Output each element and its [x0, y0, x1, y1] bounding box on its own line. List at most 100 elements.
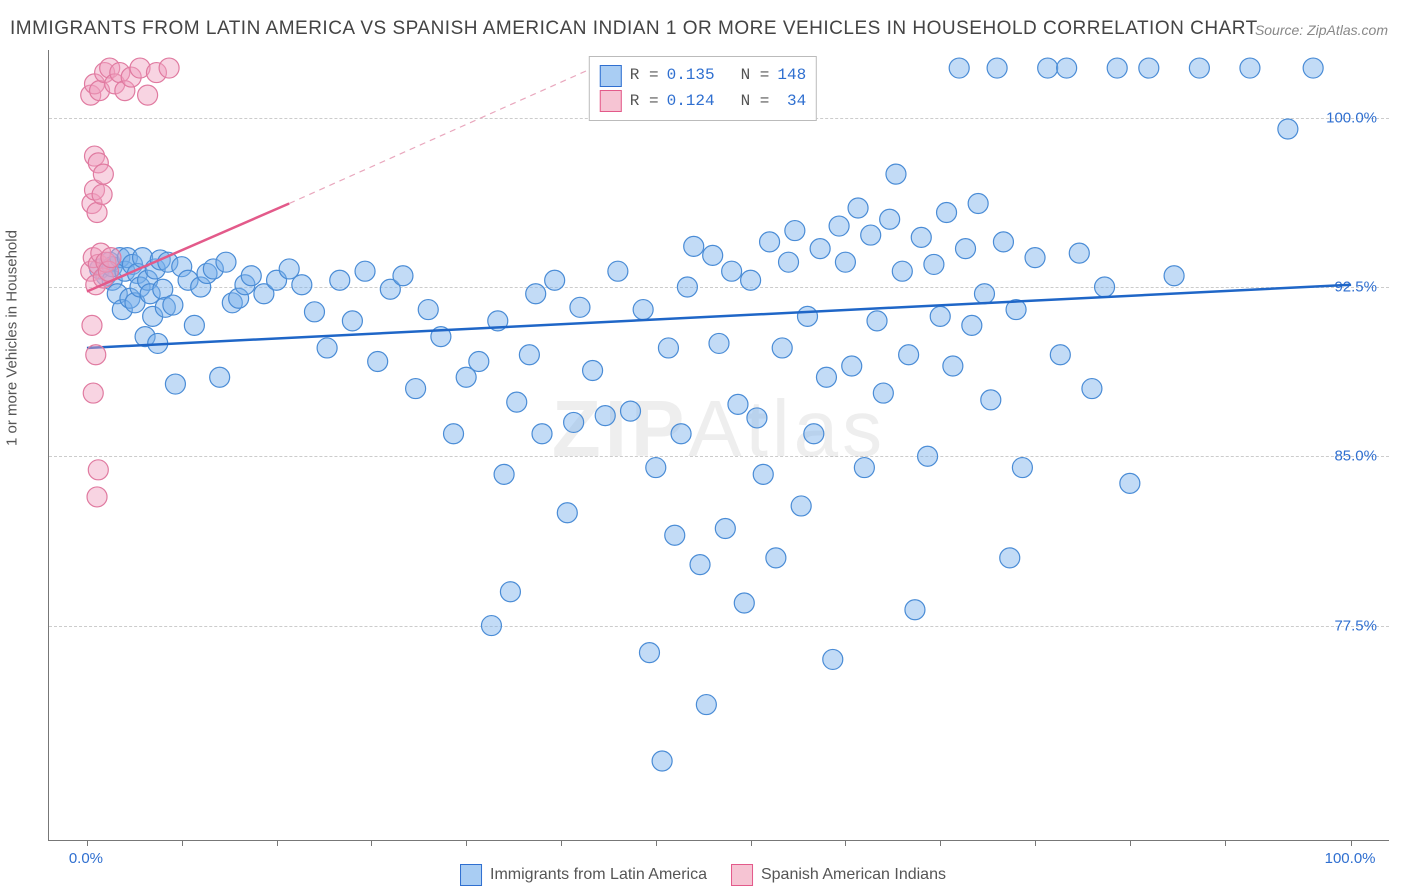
data-point-blue	[937, 203, 957, 223]
legend-stats-row: R =0.135N =148	[600, 63, 806, 89]
legend-n-value: 34	[777, 89, 806, 115]
legend-r-value: 0.124	[667, 89, 715, 115]
data-point-blue	[905, 600, 925, 620]
data-point-pink	[87, 203, 107, 223]
data-point-blue	[1189, 58, 1209, 78]
x-tick-mark	[656, 840, 657, 846]
data-point-blue	[779, 252, 799, 272]
data-point-blue	[873, 383, 893, 403]
data-point-blue	[987, 58, 1007, 78]
legend-r-label: R =	[630, 89, 659, 115]
data-point-blue	[418, 300, 438, 320]
data-point-blue	[545, 270, 565, 290]
legend-swatch	[731, 864, 753, 886]
data-point-blue	[867, 311, 887, 331]
data-point-blue	[1139, 58, 1159, 78]
data-point-blue	[330, 270, 350, 290]
legend-series-item: Immigrants from Latin America	[460, 864, 707, 886]
data-point-blue	[993, 232, 1013, 252]
data-point-blue	[823, 649, 843, 669]
data-point-blue	[570, 297, 590, 317]
data-point-blue	[722, 261, 742, 281]
x-tick-mark	[1130, 840, 1131, 846]
data-point-blue	[557, 503, 577, 523]
data-point-blue	[715, 519, 735, 539]
data-point-blue	[481, 616, 501, 636]
data-point-blue	[842, 356, 862, 376]
data-point-blue	[703, 245, 723, 265]
data-point-blue	[772, 338, 792, 358]
legend-swatch	[460, 864, 482, 886]
trend-line-dashed-pink	[289, 68, 592, 203]
data-point-blue	[741, 270, 761, 290]
data-point-blue	[500, 582, 520, 602]
data-point-blue	[368, 351, 388, 371]
data-point-blue	[785, 221, 805, 241]
legend-n-label: N =	[741, 63, 770, 89]
data-point-blue	[943, 356, 963, 376]
legend-n-value: 148	[777, 63, 806, 89]
data-point-blue	[753, 464, 773, 484]
x-tick-mark	[277, 840, 278, 846]
data-point-blue	[564, 412, 584, 432]
data-point-blue	[1025, 248, 1045, 268]
x-tick-mark	[87, 840, 88, 846]
x-tick-mark	[940, 840, 941, 846]
data-point-blue	[633, 300, 653, 320]
x-tick-mark	[466, 840, 467, 846]
data-point-pink	[101, 248, 121, 268]
data-point-blue	[962, 315, 982, 335]
legend-series: Immigrants from Latin America Spanish Ame…	[460, 864, 946, 886]
x-tick-mark	[371, 840, 372, 846]
data-point-blue	[406, 379, 426, 399]
data-point-blue	[760, 232, 780, 252]
data-point-pink	[88, 460, 108, 480]
data-point-blue	[766, 548, 786, 568]
data-point-blue	[444, 424, 464, 444]
data-point-blue	[1164, 266, 1184, 286]
data-point-blue	[639, 643, 659, 663]
data-point-blue	[621, 401, 641, 421]
data-point-blue	[1095, 277, 1115, 297]
x-tick-mark	[1351, 840, 1352, 846]
chart-svg	[49, 50, 1389, 840]
data-point-blue	[854, 458, 874, 478]
data-point-blue	[1000, 548, 1020, 568]
data-point-blue	[1050, 345, 1070, 365]
data-point-blue	[911, 227, 931, 247]
legend-series-item: Spanish American Indians	[731, 864, 946, 886]
x-tick-mark	[845, 840, 846, 846]
data-point-blue	[494, 464, 514, 484]
data-point-blue	[526, 284, 546, 304]
data-point-blue	[956, 239, 976, 259]
data-point-blue	[918, 446, 938, 466]
data-point-blue	[1038, 58, 1058, 78]
data-point-pink	[159, 58, 179, 78]
data-point-blue	[974, 284, 994, 304]
data-point-blue	[163, 295, 183, 315]
data-point-blue	[595, 406, 615, 426]
data-point-blue	[671, 424, 691, 444]
source-attribution: Source: ZipAtlas.com	[1255, 22, 1388, 38]
data-point-blue	[949, 58, 969, 78]
y-axis-label: 1 or more Vehicles in Household	[4, 230, 21, 446]
data-point-blue	[880, 209, 900, 229]
data-point-blue	[1069, 243, 1089, 263]
data-point-blue	[355, 261, 375, 281]
data-point-blue	[304, 302, 324, 322]
legend-series-label: Spanish American Indians	[761, 866, 946, 884]
data-point-blue	[791, 496, 811, 516]
plot-area: ZIPAtlas 77.5%85.0%92.5%100.0%	[48, 50, 1389, 841]
data-point-blue	[608, 261, 628, 281]
data-point-pink	[93, 164, 113, 184]
data-point-blue	[519, 345, 539, 365]
data-point-blue	[848, 198, 868, 218]
data-point-blue	[684, 236, 704, 256]
legend-series-label: Immigrants from Latin America	[490, 866, 707, 884]
data-point-blue	[469, 351, 489, 371]
data-point-blue	[709, 333, 729, 353]
data-point-blue	[968, 193, 988, 213]
chart-container: IMMIGRANTS FROM LATIN AMERICA VS SPANISH…	[0, 0, 1406, 892]
legend-swatch	[600, 65, 622, 87]
data-point-blue	[747, 408, 767, 428]
